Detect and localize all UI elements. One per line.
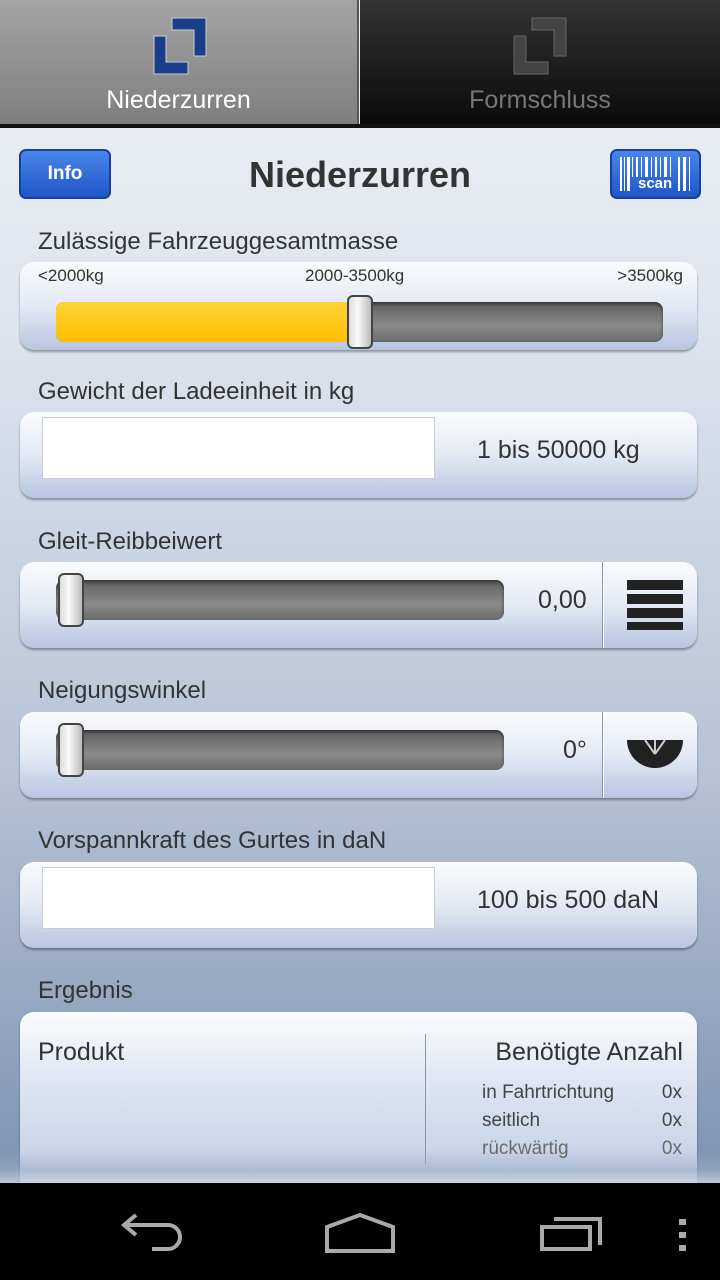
lashing-icon (153, 17, 207, 75)
vorspann-panel: 100 bis 500 daN (20, 862, 697, 948)
home-icon[interactable] (325, 1213, 395, 1253)
produkt-header: Produkt (38, 1038, 125, 1066)
gewicht-input[interactable] (42, 417, 435, 479)
recent-apps-icon[interactable] (538, 1213, 606, 1253)
fahrzeug-panel: <2000kg 2000-3500kg >3500kg (20, 262, 697, 350)
vorspann-range: 100 bis 500 daN (477, 886, 660, 914)
info-button[interactable]: Info (19, 149, 111, 199)
barcode-icon (619, 157, 690, 191)
slider-thumb[interactable] (58, 573, 84, 627)
navigation-bar (0, 1183, 720, 1280)
tab-formschluss[interactable]: Formschluss (360, 0, 720, 124)
vorspann-label: Vorspannkraft des Gurtes in daN (38, 827, 387, 854)
row-value: 0x (661, 1082, 682, 1103)
page-title: Niederzurren (248, 154, 472, 195)
row-value: 0x (661, 1110, 682, 1131)
slider-thumb[interactable] (347, 295, 373, 349)
scan-label: scan (638, 175, 673, 192)
divider (425, 1034, 426, 1164)
slider-thumb[interactable] (58, 723, 84, 777)
form-lock-icon (513, 17, 567, 75)
row-label: seitlich (482, 1110, 541, 1131)
anzahl-header: Benötigte Anzahl (495, 1038, 683, 1066)
divider (602, 712, 603, 798)
tick-label: >3500kg (617, 266, 683, 285)
protractor-icon[interactable] (627, 736, 683, 772)
result-row: seitlich 0x (482, 1110, 682, 1138)
slider-fill (56, 302, 360, 342)
result-row: rückwärtig 0x (482, 1138, 682, 1166)
overflow-menu-icon[interactable] (678, 1219, 688, 1251)
gewicht-range: 1 bis 50000 kg (477, 436, 640, 464)
ergebnis-label: Ergebnis (38, 977, 133, 1004)
fahrzeug-label: Zulässige Fahrzeuggesamtmasse (38, 228, 399, 255)
gewicht-label: Gewicht der Ladeeinheit in kg (38, 378, 355, 405)
tab-label: Formschluss (469, 86, 611, 114)
gleit-value: 0,00 (538, 586, 587, 614)
neigung-slider[interactable] (56, 730, 504, 770)
result-rows: in Fahrtrichtung 0x seitlich 0x rückwärtig… (482, 1082, 682, 1166)
gleit-panel: 0,00 (20, 562, 697, 648)
neigung-value: 0° (563, 736, 587, 764)
gleit-slider[interactable] (56, 580, 504, 620)
vorspann-input[interactable] (42, 867, 435, 929)
tab-niederzurren[interactable]: Niederzurren (0, 0, 359, 124)
neigung-panel: 0° (20, 712, 697, 798)
row-value: 0x (661, 1138, 682, 1159)
tick-label: 2000-3500kg (305, 266, 405, 285)
tab-divider (0, 124, 720, 128)
row-label: rückwärtig (482, 1138, 569, 1159)
back-icon[interactable] (118, 1213, 184, 1253)
result-row: in Fahrtrichtung 0x (482, 1082, 682, 1110)
scroll-fade (0, 1150, 720, 1183)
neigung-label: Neigungswinkel (38, 677, 207, 704)
tick-label: <2000kg (38, 266, 104, 285)
gleit-label: Gleit-Reibbeiwert (38, 528, 223, 555)
scan-button[interactable]: scan (610, 149, 701, 199)
list-icon[interactable] (627, 580, 683, 630)
row-label: in Fahrtrichtung (482, 1082, 615, 1103)
tab-label: Niederzurren (106, 86, 251, 114)
gewicht-panel: 1 bis 50000 kg (20, 412, 697, 498)
divider (602, 562, 603, 648)
